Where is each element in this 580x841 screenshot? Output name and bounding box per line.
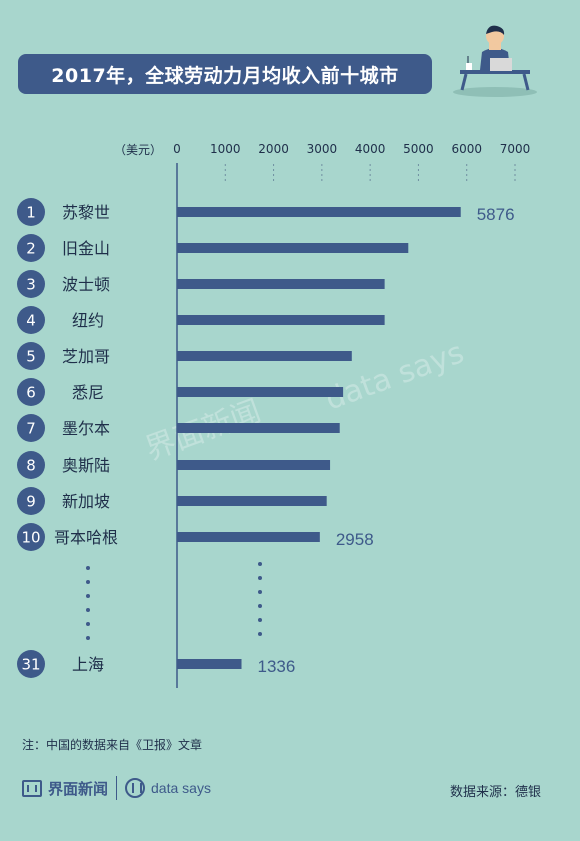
ellipsis-dot (86, 566, 90, 570)
rank-circle (17, 523, 45, 551)
rank-circle (17, 234, 45, 262)
rank-circle (17, 451, 45, 479)
rank-circle (17, 414, 45, 442)
watermark-data-says: data says (321, 335, 469, 417)
city-label: 上海 (72, 655, 104, 674)
rank-number: 10 (21, 529, 40, 547)
brand-row: 界面新闻 data says (22, 776, 211, 800)
rank-number: 6 (26, 384, 36, 402)
data-says-logo-icon (125, 778, 146, 798)
bar (177, 243, 409, 253)
ellipsis-dot (258, 604, 262, 608)
x-tick-label: 7000 (500, 142, 531, 156)
bar (177, 387, 344, 397)
rank-circle (17, 487, 45, 515)
ellipsis-dot (258, 590, 262, 594)
rank-number: 2 (26, 240, 36, 258)
rank-circle (17, 306, 45, 334)
x-tick-label: 4000 (355, 142, 386, 156)
city-label: 波士顿 (62, 275, 110, 294)
unit-label: （美元） (114, 143, 163, 157)
footnote: 注：中国的数据来自《卫报》文章 (22, 738, 203, 752)
brand-name: 界面新闻 (48, 779, 109, 798)
rank-circle (17, 270, 45, 298)
ellipsis-dot (86, 608, 90, 612)
rank-number: 31 (21, 656, 40, 674)
ellipsis-dot (258, 576, 262, 580)
city-label: 芝加哥 (62, 347, 110, 366)
brand-divider (116, 776, 118, 800)
value-label: 2958 (336, 530, 374, 549)
bar (177, 279, 385, 289)
data-says-text: data says (151, 780, 211, 796)
bar (177, 207, 461, 217)
x-tick-label: 6000 (451, 142, 482, 156)
rank-number: 9 (26, 493, 36, 511)
ellipsis-dot (258, 562, 262, 566)
x-tick-label: 3000 (307, 142, 338, 156)
ellipsis-dot (258, 632, 262, 636)
city-label: 哥本哈根 (54, 528, 118, 547)
person-at-laptop-icon (453, 25, 537, 97)
rank-number: 4 (26, 312, 36, 330)
city-label: 奥斯陆 (62, 456, 110, 475)
bar (177, 460, 331, 470)
bar (177, 351, 352, 361)
x-tick-label: 5000 (403, 142, 434, 156)
ellipsis-dot (86, 636, 90, 640)
rank-number: 7 (26, 420, 36, 438)
bar (177, 496, 327, 506)
city-label: 苏黎世 (62, 203, 110, 222)
rank-number: 5 (26, 348, 36, 366)
rank-number: 8 (26, 457, 36, 475)
value-label: 1336 (258, 657, 296, 676)
city-label: 悉尼 (72, 383, 104, 402)
rank-circle (17, 650, 45, 678)
x-tick-label: 0 (173, 142, 181, 156)
bar (177, 532, 320, 542)
rank-number: 1 (26, 204, 36, 222)
bar (177, 659, 242, 669)
rank-number: 3 (26, 276, 36, 294)
rank-circle (17, 378, 45, 406)
rank-circle (17, 198, 45, 226)
ellipsis-dot (258, 618, 262, 622)
jiemian-logo-icon (22, 779, 42, 797)
ellipsis-dot (86, 622, 90, 626)
chart-title: 2017年，全球劳动力月均收入前十城市 (18, 54, 432, 94)
data-source: 数据来源：德银 (450, 785, 542, 800)
bar (177, 423, 340, 433)
city-label: 墨尔本 (62, 419, 110, 438)
value-label: 5876 (477, 205, 515, 224)
city-label: 旧金山 (62, 239, 110, 258)
ellipsis-dot (86, 580, 90, 584)
x-tick-label: 2000 (258, 142, 289, 156)
rank-circle (17, 342, 45, 370)
ellipsis-dot (86, 594, 90, 598)
x-tick-label: 1000 (210, 142, 241, 156)
city-label: 新加坡 (62, 492, 110, 511)
city-label: 纽约 (72, 311, 104, 330)
bar (177, 315, 385, 325)
